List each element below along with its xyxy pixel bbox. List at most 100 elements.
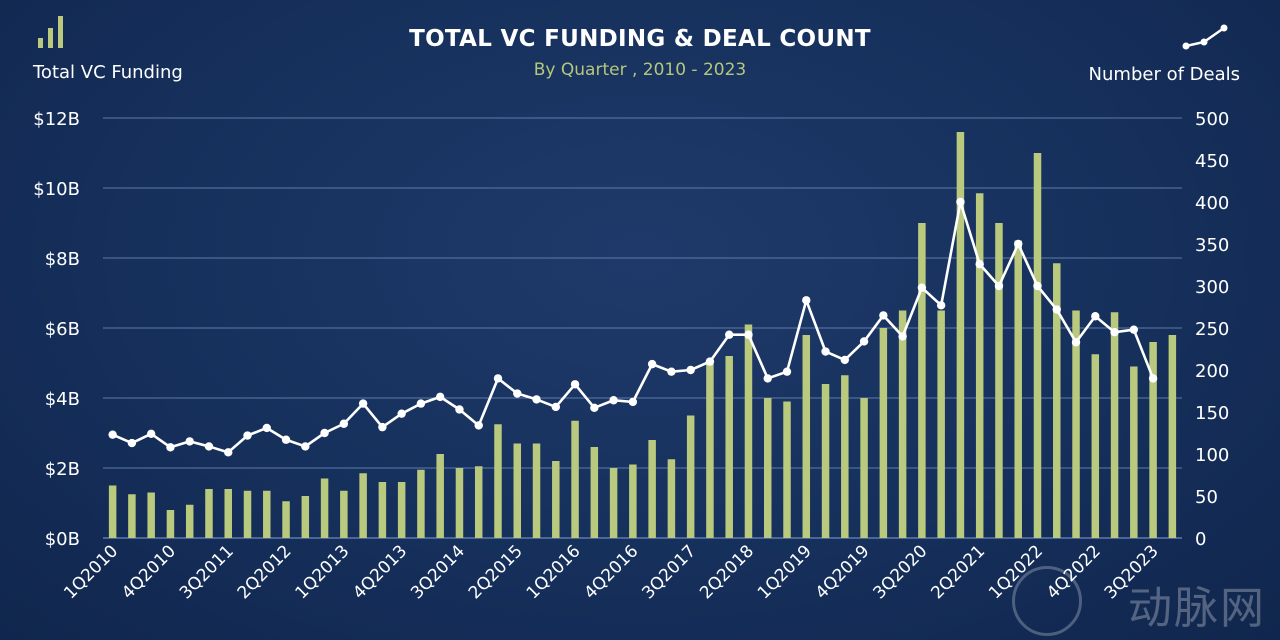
deal-count-point [590,403,599,412]
deal-count-point [1148,374,1158,383]
deal-count-point [397,409,406,418]
funding-bar [263,490,271,538]
chart-subtitle: By Quarter , 2010 - 2023 [533,60,747,80]
deal-count-point [146,429,156,439]
x-tick-label: 1Q2016 [523,541,585,603]
deal-count-point [185,437,194,446]
deal-count-point [513,389,522,398]
funding-bar [783,401,791,538]
x-tick-label: 3Q2014 [407,541,469,603]
deal-count-point [166,443,175,452]
funding-bar [378,482,387,538]
funding-bar [340,490,348,538]
deal-count-point [975,259,984,269]
deal-count-point [127,438,137,448]
funding-bar [128,494,136,538]
x-tick-label: 4Q2016 [581,541,643,603]
funding-bar [1149,342,1157,538]
funding-bar [802,335,811,538]
funding-bar [879,328,888,538]
deal-count-point [455,405,464,414]
x-tick-label: 2Q2021 [927,541,989,603]
funding-bar [301,496,310,538]
funding-bar [397,482,406,538]
funding-bar [552,461,560,538]
deal-count-point [378,422,387,432]
funding-bar [243,490,252,538]
funding-bar [513,443,522,538]
x-tick-label: 4Q2013 [349,541,411,603]
deal-count-point [725,330,734,339]
deal-count-point [416,399,426,408]
deal-count-point [570,380,580,389]
bar-chart-icon [38,16,63,48]
funding-bar [763,398,772,538]
funding-bar [282,501,290,538]
funding-bar [706,363,714,538]
x-tick-label: 2Q2015 [465,541,527,603]
deal-count-point [744,330,753,339]
x-tick-label: 1Q2010 [60,541,122,603]
funding-bar [532,443,541,538]
funding-bar [956,132,965,538]
deal-count-point [474,421,483,430]
deal-count-line [108,197,1158,457]
deal-count-point [667,367,676,376]
funding-bar [686,415,695,538]
deal-count-point [358,399,368,408]
deal-count-point [898,332,907,341]
y-axis-left-labels: $0B $2B $4B $6B $8B $10B $12B [33,109,80,550]
funding-bar [898,310,907,538]
y-right-tick-label: 150 [1195,403,1229,424]
funding-bar [320,478,329,538]
funding-bar [147,492,155,538]
funding-bar [571,420,579,538]
deal-count-point [782,367,792,376]
x-tick-label: 3Q2017 [638,541,700,603]
funding-bar [841,375,849,538]
funding-bar [494,424,502,538]
funding-bar [590,447,599,538]
deal-count-point [1091,312,1100,321]
funding-bar [166,510,175,538]
deal-count-point [647,359,657,369]
funding-bar [1033,153,1042,538]
deal-count-point [686,365,695,375]
watermark-text: 动脉网 [1128,583,1266,634]
deal-count-point [1014,239,1023,249]
funding-bar [1130,366,1138,538]
funding-bar [474,466,483,538]
y-left-tick-label: $6B [45,319,80,340]
funding-bar [1168,335,1177,538]
deal-count-point [435,392,445,402]
y-axis-right-labels: 0 50 100 150 200 250 300 350 400 450 500 [1195,109,1229,550]
funding-bar [1053,263,1061,538]
y-right-tick-label: 400 [1195,193,1229,214]
deal-count-point [301,442,310,451]
y-left-tick-label: $8B [45,249,80,270]
x-tick-label: 4Q2010 [118,541,180,603]
deal-count-point [1129,325,1139,334]
deal-count-point [1033,281,1042,291]
x-tick-label: 2Q2012 [234,541,296,603]
deal-count-point [628,397,638,407]
funding-bar [455,468,464,538]
funding-bar [975,193,984,538]
x-tick-label: 1Q2013 [292,541,354,603]
deal-count-point [320,428,329,438]
funding-bar [185,504,194,538]
line-chart-icon [1182,24,1228,50]
deal-count-point [859,337,869,346]
x-axis-labels: 1Q20104Q20103Q20112Q20121Q20134Q20133Q20… [60,541,1162,603]
x-tick-label: 1Q2019 [754,541,816,603]
funding-bar [1014,240,1022,538]
funding-bars [108,132,1177,538]
y-left-tick-label: $12B [33,109,80,130]
funding-bar [224,489,232,538]
deal-count-point [204,442,214,451]
deal-count-point [551,402,560,412]
deal-count-point [1052,305,1061,314]
left-legend-label: Total VC Funding [33,62,183,83]
funding-bar [1110,312,1119,538]
deal-count-point [1071,338,1081,347]
